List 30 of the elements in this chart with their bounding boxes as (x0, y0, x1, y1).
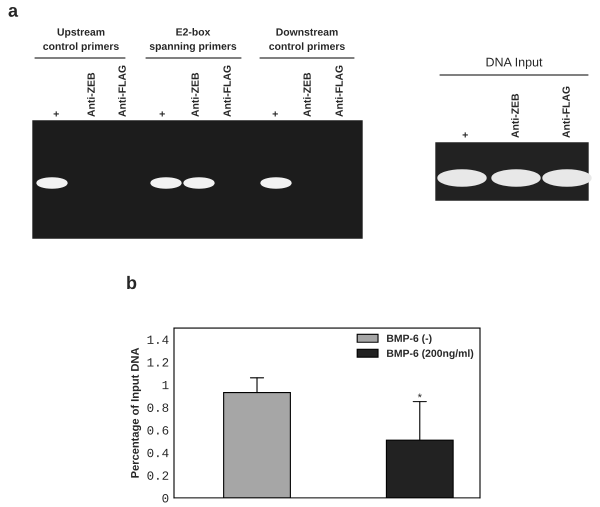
y-axis-title: Percentage of Input DNA (130, 348, 142, 478)
text: E2-box spanning primers (150, 28, 236, 52)
y-tick-label: 1.4 (148, 336, 169, 344)
text: Anti-ZEB (511, 94, 519, 138)
text: a (8, 6, 18, 17)
text: Anti-FLAG (118, 66, 126, 117)
legend-label: BMP-6 (200ng/ml) (387, 349, 474, 360)
y-tick-label: 1.2 (148, 358, 168, 367)
chart-title: b (127, 276, 136, 290)
text: + (160, 111, 165, 117)
text: Anti-FLAG (223, 66, 231, 117)
y-tick-label: 0.2 (147, 471, 168, 480)
y-tick-label: 0.4 (147, 448, 169, 458)
y-tick-label: 0 (162, 494, 168, 503)
text: + (272, 111, 278, 117)
y-tick-label: 0.8 (147, 403, 168, 412)
text: Anti-FLAG (335, 66, 343, 117)
legend-label: BMP-6 (-) (387, 334, 432, 344)
text: Downstream control primers (269, 28, 345, 52)
text: Upstream control primers (43, 28, 119, 52)
annotation: * (418, 393, 422, 398)
text: + (54, 111, 59, 117)
text: Anti-ZEB (191, 72, 199, 117)
y-tick-label: 1 (162, 380, 169, 390)
text: Anti-ZEB (303, 72, 311, 117)
text: + (462, 132, 468, 138)
text: Anti-FLAG (562, 86, 570, 138)
y-tick-label: 0.6 (147, 426, 168, 435)
text: DNA Input (486, 58, 542, 69)
text: Anti-ZEB (87, 72, 95, 117)
